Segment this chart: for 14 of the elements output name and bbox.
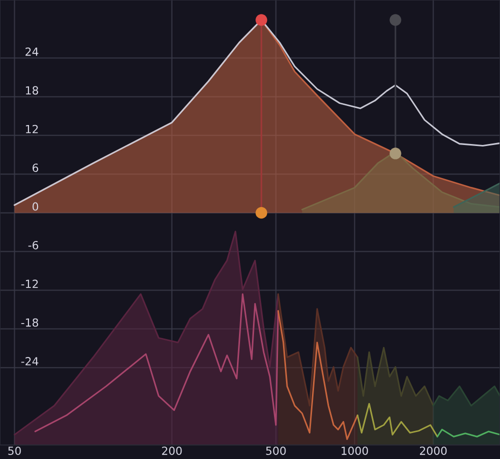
- x-tick-label: 50: [8, 446, 21, 455]
- y-tick-label: 18: [26, 86, 38, 95]
- y-tick-label: 6: [32, 164, 38, 172]
- x-tick-label: 200: [162, 446, 182, 455]
- y-tick-label: -18: [21, 318, 38, 327]
- y-tick-label: 12: [26, 124, 38, 134]
- y-tick-label: -24: [21, 357, 38, 366]
- x-tick-label: 1000: [342, 446, 368, 455]
- y-tick-label: -6: [28, 240, 38, 250]
- y-tick-label: -12: [21, 280, 38, 288]
- x-tick-label: 2000: [420, 446, 447, 455]
- y-tick-label: 24: [26, 47, 38, 56]
- x-tick-label: 500: [266, 446, 286, 455]
- y-tick-label: 0: [32, 202, 38, 211]
